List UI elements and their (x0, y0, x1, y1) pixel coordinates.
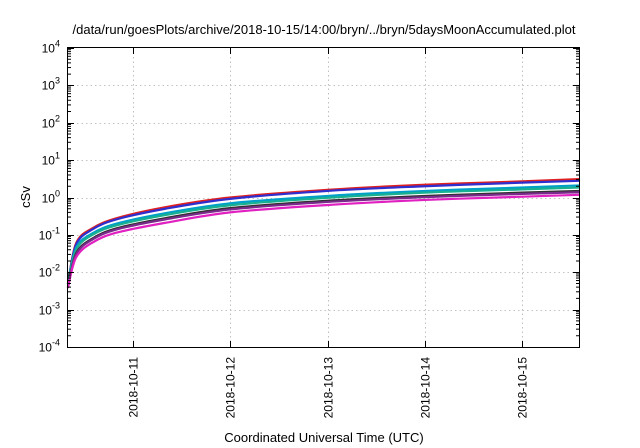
y-tick-label: 102 (42, 114, 60, 131)
y-tick-label: 10-4 (39, 338, 60, 355)
series-line (66, 186, 581, 285)
plot-frame (67, 47, 580, 348)
series-lines (66, 178, 581, 289)
axis-ticks (68, 48, 579, 348)
y-tick-label: 100 (42, 189, 60, 206)
y-axis-label: cSv (18, 186, 33, 208)
y-tick-labels: 10-4 10-3 10-2 10-1 100 101 102 103 104 (39, 39, 60, 355)
series-line (66, 191, 581, 289)
x-tick-labels: 2018-10-11 2018-10-12 2018-10-13 2018-10-14… (127, 357, 530, 419)
y-tick-label: 10-1 (39, 226, 60, 243)
y-tick-label: 101 (42, 151, 60, 168)
y-tick-label: 103 (42, 76, 60, 93)
chart-title: /data/run/goesPlots/archive/2018-10-15/1… (73, 22, 576, 37)
y-tick-label: 10-2 (39, 263, 60, 280)
y-tick-label: 10-3 (39, 301, 60, 318)
x-tick-label: 2018-10-11 (127, 357, 141, 418)
series-line (66, 193, 581, 289)
x-tick-label: 2018-10-14 (419, 357, 433, 419)
series-line (66, 179, 581, 285)
x-tick-label: 2018-10-12 (224, 357, 238, 419)
series-line (66, 184, 581, 285)
x-tick-label: 2018-10-13 (322, 357, 336, 419)
x-axis-label: Coordinated Universal Time (UTC) (224, 430, 423, 445)
y-tick-label: 104 (42, 39, 60, 56)
x-tick-label: 2018-10-15 (516, 357, 530, 419)
